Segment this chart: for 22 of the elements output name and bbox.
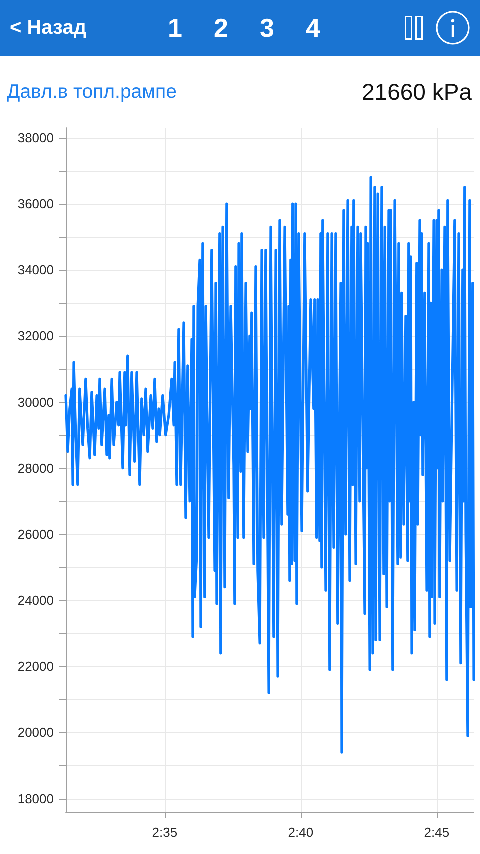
- y-tick-label: 30000: [18, 394, 54, 410]
- y-tick-label: 26000: [18, 526, 54, 542]
- chart-title: Давл.в топл.рампе: [7, 80, 177, 104]
- y-tick-label: 32000: [18, 328, 54, 344]
- text: 3: [260, 13, 274, 43]
- text: 1: [168, 13, 182, 43]
- line-series: [64, 176, 476, 754]
- y-tick-label: 24000: [18, 593, 54, 608]
- y-tick-label: 20000: [18, 725, 54, 740]
- x-tick-label: 2:40: [288, 825, 314, 840]
- y-tick-label: 36000: [18, 196, 54, 212]
- y-tick-label: 22000: [18, 659, 54, 674]
- y-tick-label: 28000: [18, 460, 54, 476]
- x-tick-label: 2:45: [424, 825, 450, 840]
- text: 21660 kPa: [362, 78, 472, 106]
- text: 4: [306, 13, 320, 43]
- y-tick-label: 38000: [18, 130, 54, 146]
- text: < Назад: [10, 16, 87, 41]
- x-tick-label: 2:35: [152, 825, 178, 840]
- text: 2: [214, 13, 228, 43]
- y-tick-label: 18000: [18, 791, 54, 806]
- y-tick-label: 34000: [18, 262, 54, 278]
